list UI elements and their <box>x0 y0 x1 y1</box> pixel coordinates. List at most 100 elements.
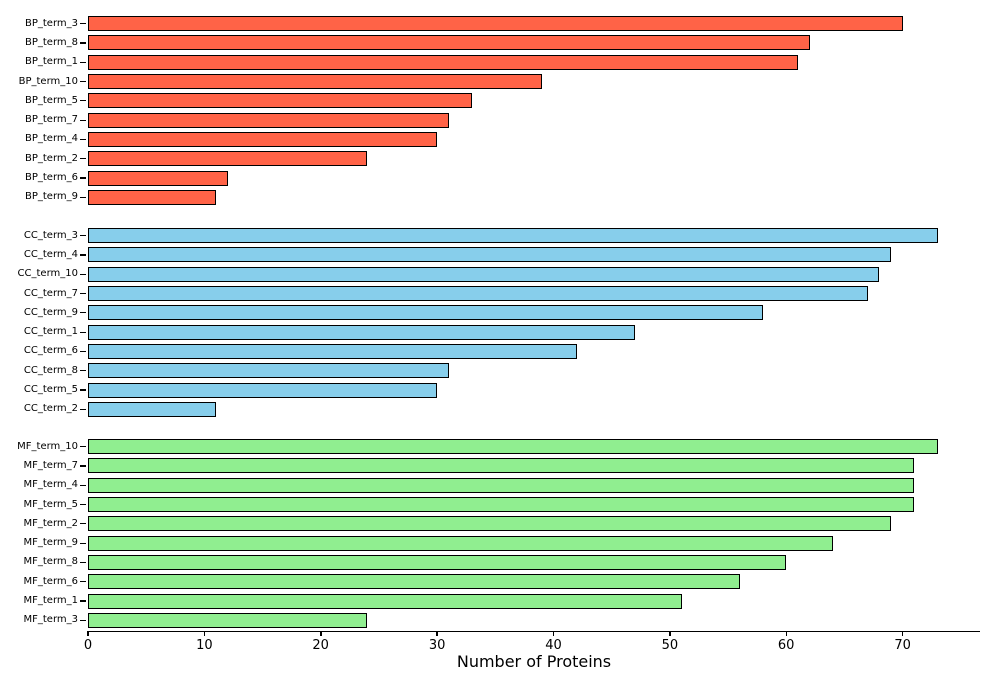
y-tick-mark <box>80 100 86 102</box>
bar-group-BP: BP_term_3 BP_term_8 BP_term_1 BP_term_10 BP_… <box>0 14 989 207</box>
bar-BP_term_7 <box>88 112 449 128</box>
bar-row: BP_term_6 <box>0 168 989 187</box>
bar-MF_term_10 <box>88 439 938 455</box>
y-tick-mark <box>80 581 86 583</box>
bar-row: CC_term_8 <box>0 361 989 380</box>
y-tick-label: MF_term_6 <box>23 575 79 587</box>
x-tick-mark <box>203 631 206 636</box>
y-tick-label: CC_term_10 <box>17 268 78 280</box>
bar-row: CC_term_5 <box>0 380 989 399</box>
y-tick-label: CC_term_4 <box>23 248 78 260</box>
bar-row: MF_term_6 <box>0 572 989 591</box>
bar-CC_term_2 <box>88 401 216 417</box>
bar-CC_term_10 <box>88 266 880 282</box>
y-tick-label: CC_term_7 <box>23 287 78 299</box>
bar-row: BP_term_3 <box>0 14 989 33</box>
y-tick-label: CC_term_5 <box>23 384 78 396</box>
bar-row: MF_term_5 <box>0 495 989 514</box>
bar-row: MF_term_8 <box>0 553 989 572</box>
bar-BP_term_9 <box>88 189 216 205</box>
x-tick-mark <box>87 631 89 636</box>
bar-MF_term_7 <box>88 458 915 474</box>
y-tick-label: BP_term_2 <box>24 152 78 164</box>
x-tick-label: 40 <box>545 638 562 653</box>
bar-group-CC: CC_term_3 CC_term_4 CC_term_10 CC_term_7 CC_… <box>0 226 989 419</box>
y-tick-label: BP_term_1 <box>24 56 78 68</box>
bar-CC_term_6 <box>88 343 577 359</box>
bar-CC_term_8 <box>88 363 449 379</box>
bar-row: CC_term_10 <box>0 265 989 284</box>
bar-CC_term_7 <box>88 286 868 302</box>
bar-row: CC_term_3 <box>0 226 989 245</box>
y-tick-mark <box>80 503 86 506</box>
bar-row: MF_term_1 <box>0 591 989 610</box>
y-tick-label: MF_term_2 <box>23 517 79 529</box>
bar-group-MF: MF_term_10 MF_term_7 MF_term_4 MF_term_5 MF_… <box>0 437 989 630</box>
bar-CC_term_5 <box>88 382 438 398</box>
bar-CC_term_4 <box>88 247 891 263</box>
x-tick-mark <box>436 631 438 636</box>
y-tick-mark <box>80 446 86 448</box>
bar-row: MF_term_2 <box>0 514 989 533</box>
bar-MF_term_1 <box>88 593 682 609</box>
bar-row: MF_term_9 <box>0 533 989 552</box>
x-tick-label: 60 <box>777 638 795 653</box>
x-tick-label: 30 <box>428 638 446 653</box>
bar-row: CC_term_2 <box>0 400 989 419</box>
x-tick-mark <box>552 631 555 636</box>
bar-row: BP_term_5 <box>0 91 989 110</box>
bar-row: BP_term_8 <box>0 33 989 52</box>
bar-BP_term_10 <box>88 74 542 90</box>
y-tick-label: BP_term_4 <box>24 133 78 145</box>
bar-MF_term_3 <box>88 612 368 628</box>
x-tick-label: 0 <box>83 638 93 653</box>
y-tick-mark <box>80 119 86 121</box>
x-axis-spine <box>88 10 980 632</box>
y-tick-label: BP_term_9 <box>24 191 78 203</box>
x-axis-title: Number of Proteins <box>456 652 612 671</box>
y-tick-label: BP_term_5 <box>24 94 78 106</box>
y-tick-mark <box>80 23 86 25</box>
bar-BP_term_8 <box>88 35 810 51</box>
y-tick-label: CC_term_1 <box>23 326 78 338</box>
x-axis-ticks: 0 10 20 30 40 50 60 70 <box>84 10 980 690</box>
y-tick-label: MF_term_4 <box>23 479 79 491</box>
bar-row: MF_term_10 <box>0 437 989 456</box>
y-tick-mark <box>80 61 86 63</box>
bar-row: BP_term_1 <box>0 53 989 72</box>
bar-MF_term_5 <box>88 497 915 513</box>
y-tick-label: MF_term_5 <box>23 498 79 510</box>
bar-BP_term_3 <box>88 16 903 32</box>
y-tick-label: MF_term_9 <box>23 537 79 549</box>
y-tick-label: CC_term_2 <box>23 403 78 415</box>
y-tick-mark <box>80 312 86 314</box>
y-tick-mark <box>80 158 86 160</box>
bar-MF_term_4 <box>88 477 915 493</box>
y-tick-label: BP_term_6 <box>24 172 78 184</box>
bar-CC_term_9 <box>88 305 763 321</box>
y-tick-mark <box>80 254 86 256</box>
x-tick-mark <box>901 631 904 636</box>
bar-row: BP_term_4 <box>0 130 989 149</box>
y-tick-mark <box>80 177 86 179</box>
bar-row: BP_term_9 <box>0 188 989 207</box>
y-tick-mark <box>80 42 86 44</box>
y-tick-mark <box>80 619 86 621</box>
bar-row: BP_term_10 <box>0 72 989 91</box>
y-tick-mark <box>80 273 86 275</box>
y-tick-label: CC_term_9 <box>23 306 78 318</box>
x-tick-label: 20 <box>312 638 329 653</box>
bar-MF_term_2 <box>88 516 891 532</box>
y-tick-mark <box>80 600 86 602</box>
bar-BP_term_5 <box>88 93 472 109</box>
bar-BP_term_4 <box>88 131 438 147</box>
bar-row: CC_term_7 <box>0 284 989 303</box>
y-tick-mark <box>80 542 86 544</box>
y-tick-mark <box>80 80 86 83</box>
bar-MF_term_6 <box>88 574 740 590</box>
bar-row: CC_term_4 <box>0 245 989 264</box>
x-tick-mark <box>785 631 787 636</box>
y-tick-label: MF_term_10 <box>17 440 78 452</box>
bar-BP_term_6 <box>88 170 228 186</box>
